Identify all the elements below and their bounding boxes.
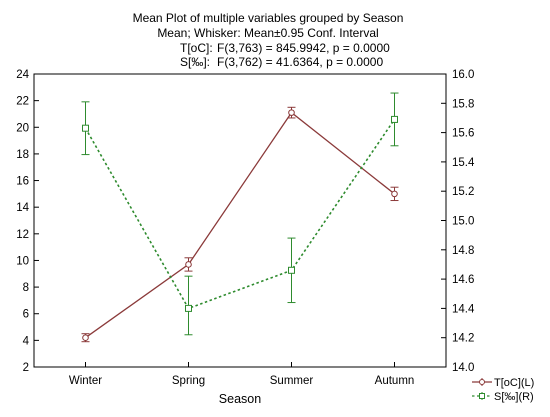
stat-label-temperature: T[oC]:: [180, 41, 213, 55]
left-tick-label: 16: [16, 176, 29, 188]
left-tick-label: 18: [16, 149, 29, 161]
data-point: [391, 190, 398, 198]
chart-title: Mean Plot of multiple variables grouped …: [133, 11, 404, 25]
x-tick-label: Summer: [270, 375, 314, 387]
legend-marker: [479, 393, 485, 399]
left-tick-label: 6: [23, 309, 29, 321]
left-tick-label: 14: [16, 202, 29, 214]
left-tick-label: 10: [16, 255, 29, 267]
left-tick-label: 22: [16, 96, 29, 108]
legend-marker: [479, 379, 485, 385]
left-tick-label: 8: [23, 282, 29, 294]
right-tick-label: 14.6: [452, 274, 474, 286]
x-axis: Winter Spring Summer Autumn: [69, 362, 414, 387]
right-tick-label: 15.2: [452, 186, 474, 198]
data-point: [185, 304, 192, 312]
x-tick-label: Spring: [172, 375, 205, 387]
left-tick-label: 24: [16, 69, 29, 81]
x-axis-label: Season: [219, 392, 261, 406]
data-point: [391, 115, 398, 123]
right-tick-label: 14.2: [452, 333, 474, 345]
data-point: [288, 109, 295, 116]
stat-text-salinity: F(3,762) = 41.6364, p = 0.0000: [217, 55, 383, 69]
right-tick-label: 14.4: [452, 303, 475, 315]
left-tick-label: 4: [23, 335, 30, 347]
legend: T[oC](L) S[‰](R): [472, 377, 534, 403]
data-point: [82, 334, 89, 342]
right-tick-label: 15.6: [452, 128, 474, 140]
right-tick-label: 14.8: [452, 245, 474, 257]
left-tick-label: 2: [23, 362, 29, 374]
right-tick-label: 15.4: [452, 157, 475, 169]
data-point: [288, 266, 295, 274]
plot-frame: [33, 73, 447, 368]
left-tick-label: 12: [16, 229, 29, 241]
right-tick-label: 16.0: [452, 69, 474, 81]
data-point: [82, 124, 89, 132]
right-tick-label: 15.0: [452, 216, 474, 228]
stat-label-salinity: S[‰]:: [180, 55, 210, 69]
series-line-0: [85, 111, 395, 339]
chart-subtitle: Mean; Whisker: Mean±0.95 Conf. Interval: [157, 26, 378, 40]
series-line-1: [84, 118, 396, 310]
x-tick-label: Winter: [69, 375, 102, 387]
legend-label: S[‰](R): [494, 391, 534, 403]
right-axis: 14.0 14.2 14.4 14.6 14.8 15.0 15.2 15.4 15.6 15.8…: [441, 69, 475, 374]
series-layer: [81, 92, 399, 343]
stat-text-temperature: F(3,763) = 845.9942, p = 0.0000: [217, 41, 390, 55]
legend-label: T[oC](L): [494, 377, 534, 389]
right-tick-label: 14.0: [452, 362, 474, 374]
x-tick-label: Autumn: [375, 375, 415, 387]
right-tick-label: 15.8: [452, 98, 474, 110]
data-point: [185, 261, 192, 268]
left-tick-label: 20: [16, 122, 29, 134]
